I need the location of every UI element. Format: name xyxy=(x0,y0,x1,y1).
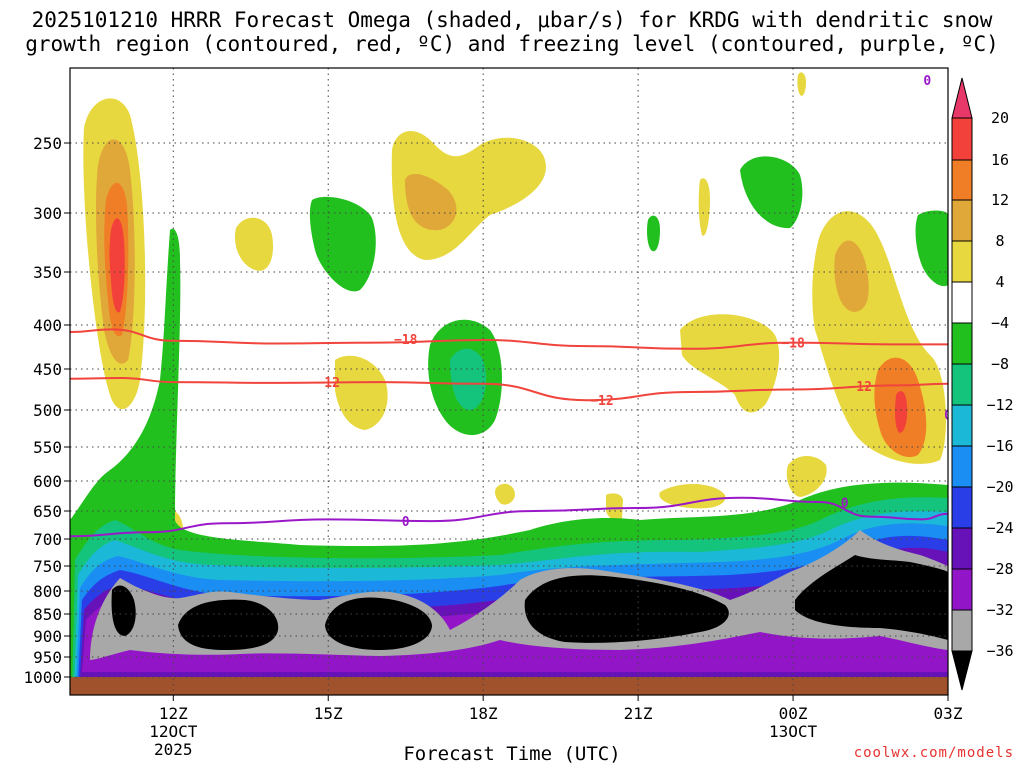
colorbar-top-arrow xyxy=(951,77,973,119)
omega-field-cell xyxy=(698,178,710,236)
x-tick-label: 12Z xyxy=(159,704,188,723)
y-tick-label: 350 xyxy=(33,263,62,282)
omega-field-cell xyxy=(495,483,515,505)
contour-label: 0 xyxy=(923,74,931,89)
x-tick-label: 00Z xyxy=(779,704,808,723)
colorbar-tick-label: −4 xyxy=(991,314,1009,332)
colorbar-swatch xyxy=(951,363,973,406)
y-tick-label: 550 xyxy=(33,438,62,457)
omega-field-cell xyxy=(450,348,487,411)
omega-field-cell xyxy=(647,215,660,252)
y-tick-label: 650 xyxy=(33,502,62,521)
contour-label: −12 xyxy=(848,380,871,395)
contour-line-dgz-minus12 xyxy=(70,376,948,402)
chart-subtitle: growth region (contoured, red, ºC) and f… xyxy=(25,32,999,56)
y-tick-label: 850 xyxy=(33,605,62,624)
colorbar-swatch xyxy=(951,445,973,488)
x-axis-label: Forecast Time (UTC) xyxy=(403,743,621,765)
colorbar-tick-label: 20 xyxy=(991,109,1009,127)
colorbar-tick-label: 8 xyxy=(995,232,1004,250)
x-tick-label: 15Z xyxy=(314,704,343,723)
colorbar-swatch xyxy=(951,159,973,201)
omega-field-cell xyxy=(335,355,388,430)
y-tick-label: 600 xyxy=(33,472,62,491)
omega-field-cell xyxy=(740,156,803,229)
y-tick-label: 900 xyxy=(33,627,62,646)
y-tick-label: 500 xyxy=(33,401,62,420)
omega-field-cell xyxy=(834,240,869,312)
x-tick-label: 21Z xyxy=(624,704,653,723)
omega-field-cell xyxy=(234,217,274,271)
contour-line-freezing-level xyxy=(70,496,948,538)
y-tick-label: 750 xyxy=(33,557,62,576)
credit-link[interactable]: coolwx.com/models xyxy=(853,745,1014,761)
x-tick-label: 03Z xyxy=(934,704,963,723)
y-tick-label: 450 xyxy=(33,360,62,379)
colorbar-swatch xyxy=(951,240,973,283)
omega-field-cell xyxy=(405,173,457,231)
colorbar-tick-label: −8 xyxy=(991,355,1009,373)
omega-field-cell xyxy=(786,455,827,497)
colorbar-tick-label: −28 xyxy=(986,560,1013,578)
omega-field-cell xyxy=(797,72,806,96)
contour-label: −12 xyxy=(590,394,613,409)
omega-strong-descent-cell xyxy=(178,599,279,650)
omega-field-cell xyxy=(895,391,908,433)
colorbar-tick-label: −36 xyxy=(986,642,1013,660)
colorbar-tick-label: 12 xyxy=(991,191,1009,209)
contour-label: 0 xyxy=(402,515,410,530)
colorbar-swatch xyxy=(951,527,973,570)
contour-label: −12 xyxy=(316,376,339,391)
contour-line-dgz-minus18 xyxy=(70,328,948,350)
omega-strong-descent-cell xyxy=(524,575,729,643)
omega-field-cell xyxy=(659,484,726,509)
ground-surface xyxy=(70,677,948,695)
colorbar-swatch xyxy=(951,404,973,447)
omega-strong-descent-cell xyxy=(325,597,432,650)
colorbar-tick-label: −16 xyxy=(986,437,1013,455)
x-tick-date: 13OCT xyxy=(769,722,818,741)
colorbar-swatch xyxy=(951,486,973,529)
omega-field-cell xyxy=(606,493,623,521)
contour-label: −18 xyxy=(394,333,418,348)
colorbar-bottom-arrow xyxy=(951,650,973,691)
colorbar-tick-label: −20 xyxy=(986,478,1013,496)
y-tick-label: 700 xyxy=(33,530,62,549)
contour-label: 0 xyxy=(944,408,952,423)
omega-field-cell xyxy=(915,210,948,287)
omega-field-cell xyxy=(109,218,125,313)
y-tick-label: 250 xyxy=(33,134,62,153)
chart-title: 2025101210 HRRR Forecast Omega (shaded, … xyxy=(31,8,993,32)
contour-label: 0 xyxy=(841,497,849,512)
colorbar-tick-label: −32 xyxy=(986,601,1013,619)
colorbar-tick-label: 4 xyxy=(995,273,1004,291)
colorbar-swatch xyxy=(951,322,973,365)
omega-strong-descent-cell xyxy=(111,585,136,636)
colorbar-tick-label: −24 xyxy=(986,519,1013,537)
y-tick-label: 300 xyxy=(33,204,62,223)
colorbar-tick-label: −12 xyxy=(986,396,1013,414)
y-tick-label: 950 xyxy=(33,648,62,667)
colorbar-swatch xyxy=(951,609,973,652)
omega-low-level-band xyxy=(90,530,948,660)
colorbar-swatch xyxy=(951,281,973,324)
colorbar-swatch xyxy=(951,568,973,611)
colorbar-swatch xyxy=(951,199,973,242)
omega-field-cell xyxy=(309,196,376,292)
omega-field-cell xyxy=(680,314,780,413)
y-tick-label: 800 xyxy=(33,582,62,601)
x-tick-year: 2025 xyxy=(154,740,193,759)
x-tick-label: 18Z xyxy=(469,704,498,723)
y-tick-label: 400 xyxy=(33,316,62,335)
colorbar-tick-label: 16 xyxy=(991,151,1009,169)
x-tick-date: 12OCT xyxy=(149,722,198,741)
y-tick-label: 1000 xyxy=(23,668,62,687)
contour-label: −18 xyxy=(781,337,805,352)
omega-strong-descent-cell xyxy=(795,555,948,640)
colorbar-swatch xyxy=(951,117,973,161)
